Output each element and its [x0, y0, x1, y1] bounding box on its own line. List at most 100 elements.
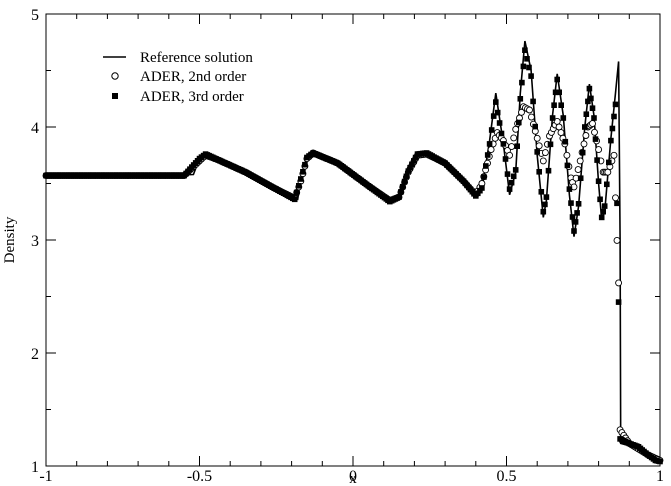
ader-3rd-point	[591, 115, 597, 121]
ader-3rd-point	[508, 179, 515, 186]
ader-3rd-point	[517, 96, 524, 102]
ader-3rd-point	[657, 458, 663, 465]
ader-3rd-point	[528, 73, 534, 79]
ader-3rd-point	[612, 101, 619, 108]
ader-3rd-point	[532, 123, 538, 130]
ader-3rd-point	[579, 149, 586, 156]
ader-2nd-point	[535, 142, 543, 150]
ader-3rd-point	[597, 196, 603, 203]
ader-2nd-point	[539, 157, 547, 165]
ader-3rd-point	[582, 124, 588, 130]
ader-3rd-point	[534, 149, 540, 155]
ader-3rd-point	[577, 175, 584, 181]
ader-2nd-point	[508, 143, 516, 151]
ader-2nd-point	[526, 106, 533, 114]
series-line-reference	[46, 40, 660, 463]
ader-3rd-point	[614, 200, 620, 207]
ader-3rd-point	[574, 210, 580, 216]
ader-3rd-point	[611, 113, 617, 120]
ader-2nd-point	[563, 151, 571, 159]
x-tick-label: 1	[656, 468, 664, 485]
ader-3rd-point	[601, 203, 608, 209]
ader-2nd-point	[591, 128, 598, 136]
legend-label-reference: Reference solution	[140, 50, 253, 66]
ader-2nd-point	[574, 166, 582, 174]
ader-3rd-point	[516, 119, 522, 126]
x-tick-label: -1	[39, 468, 52, 485]
ader-3rd-point	[407, 164, 413, 171]
ader-3rd-point	[556, 89, 562, 96]
series-ader-3rd	[43, 47, 663, 465]
ader-3rd-point	[536, 169, 542, 175]
x-tick-label: 0.5	[497, 468, 517, 485]
ader-3rd-point	[558, 102, 564, 108]
ader-3rd-point	[560, 115, 567, 121]
ader-3rd-point	[302, 161, 308, 168]
ader-2nd-point	[487, 146, 495, 154]
ader-3rd-point	[585, 98, 591, 105]
ader-2nd-point	[589, 120, 596, 128]
ader-2nd-point	[580, 140, 588, 148]
ader-3rd-point	[293, 189, 300, 196]
ader-3rd-point	[572, 219, 579, 225]
ader-3rd-point	[514, 143, 520, 149]
ader-3rd-point	[588, 95, 594, 102]
ader-2nd-point	[582, 132, 590, 139]
ader-3rd-point	[506, 186, 513, 192]
plot-frame	[45, 13, 661, 467]
ader-3rd-point	[496, 120, 503, 126]
ader-3rd-point	[494, 109, 501, 116]
series-ader-2nd	[42, 103, 664, 464]
ader-3rd-point	[479, 185, 485, 191]
ader-3rd-point	[551, 102, 557, 108]
ader-3rd-point	[530, 98, 536, 105]
y-tick-label: 1	[31, 459, 39, 476]
ader-3rd-point	[606, 159, 612, 166]
y-tick-label: 3	[31, 233, 39, 250]
ader-3rd-point	[542, 201, 548, 208]
x-tick-label: -0.5	[187, 468, 212, 485]
ader-3rd-point	[396, 194, 402, 200]
ader-3rd-point	[401, 178, 408, 185]
y-axis-label: Density	[2, 216, 18, 263]
ader-3rd-point	[589, 105, 596, 111]
ader-3rd-point	[488, 127, 495, 133]
ader-2nd-point	[510, 134, 518, 142]
ader-3rd-point	[484, 152, 491, 158]
legend-swatch-ader-3rd	[112, 93, 118, 99]
ader-3rd-point	[520, 63, 527, 70]
ader-3rd-point	[398, 189, 404, 195]
ader-3rd-point	[586, 85, 593, 92]
ader-3rd-point	[600, 208, 606, 215]
ader-3rd-point	[403, 173, 410, 180]
ader-3rd-point	[554, 76, 560, 83]
ader-3rd-point	[595, 178, 602, 184]
ader-3rd-point	[543, 194, 550, 200]
ader-3rd-point	[486, 141, 493, 147]
ader-2nd-point	[576, 157, 584, 165]
ader-3rd-point	[502, 156, 509, 162]
ader-3rd-point	[615, 299, 622, 305]
ader-3rd-point	[594, 157, 600, 163]
ader-3rd-point	[481, 174, 487, 180]
ader-3rd-point	[405, 168, 412, 174]
legend: Reference solution ADER, 2nd order ADER,…	[103, 50, 253, 105]
ader-2nd-point	[557, 129, 565, 137]
ader-2nd-point	[512, 125, 520, 133]
ader-3rd-point	[504, 171, 511, 177]
legend-label-ader-2nd: ADER, 2nd order	[140, 69, 246, 85]
ader-3rd-point	[608, 137, 614, 144]
ader-3rd-point	[510, 173, 517, 180]
ader-3rd-point	[291, 196, 298, 203]
ader-3rd-point	[483, 163, 489, 169]
series-layer	[42, 40, 664, 465]
ader-3rd-point	[564, 162, 571, 169]
ader-3rd-point	[583, 111, 590, 117]
ader-3rd-point	[522, 47, 528, 53]
ader-3rd-point	[538, 189, 545, 195]
ader-3rd-point	[566, 186, 573, 192]
ader-3rd-point	[300, 169, 306, 175]
ader-2nd-point	[610, 151, 618, 159]
y-tick-label: 4	[31, 120, 39, 137]
ader-3rd-point	[540, 208, 547, 215]
